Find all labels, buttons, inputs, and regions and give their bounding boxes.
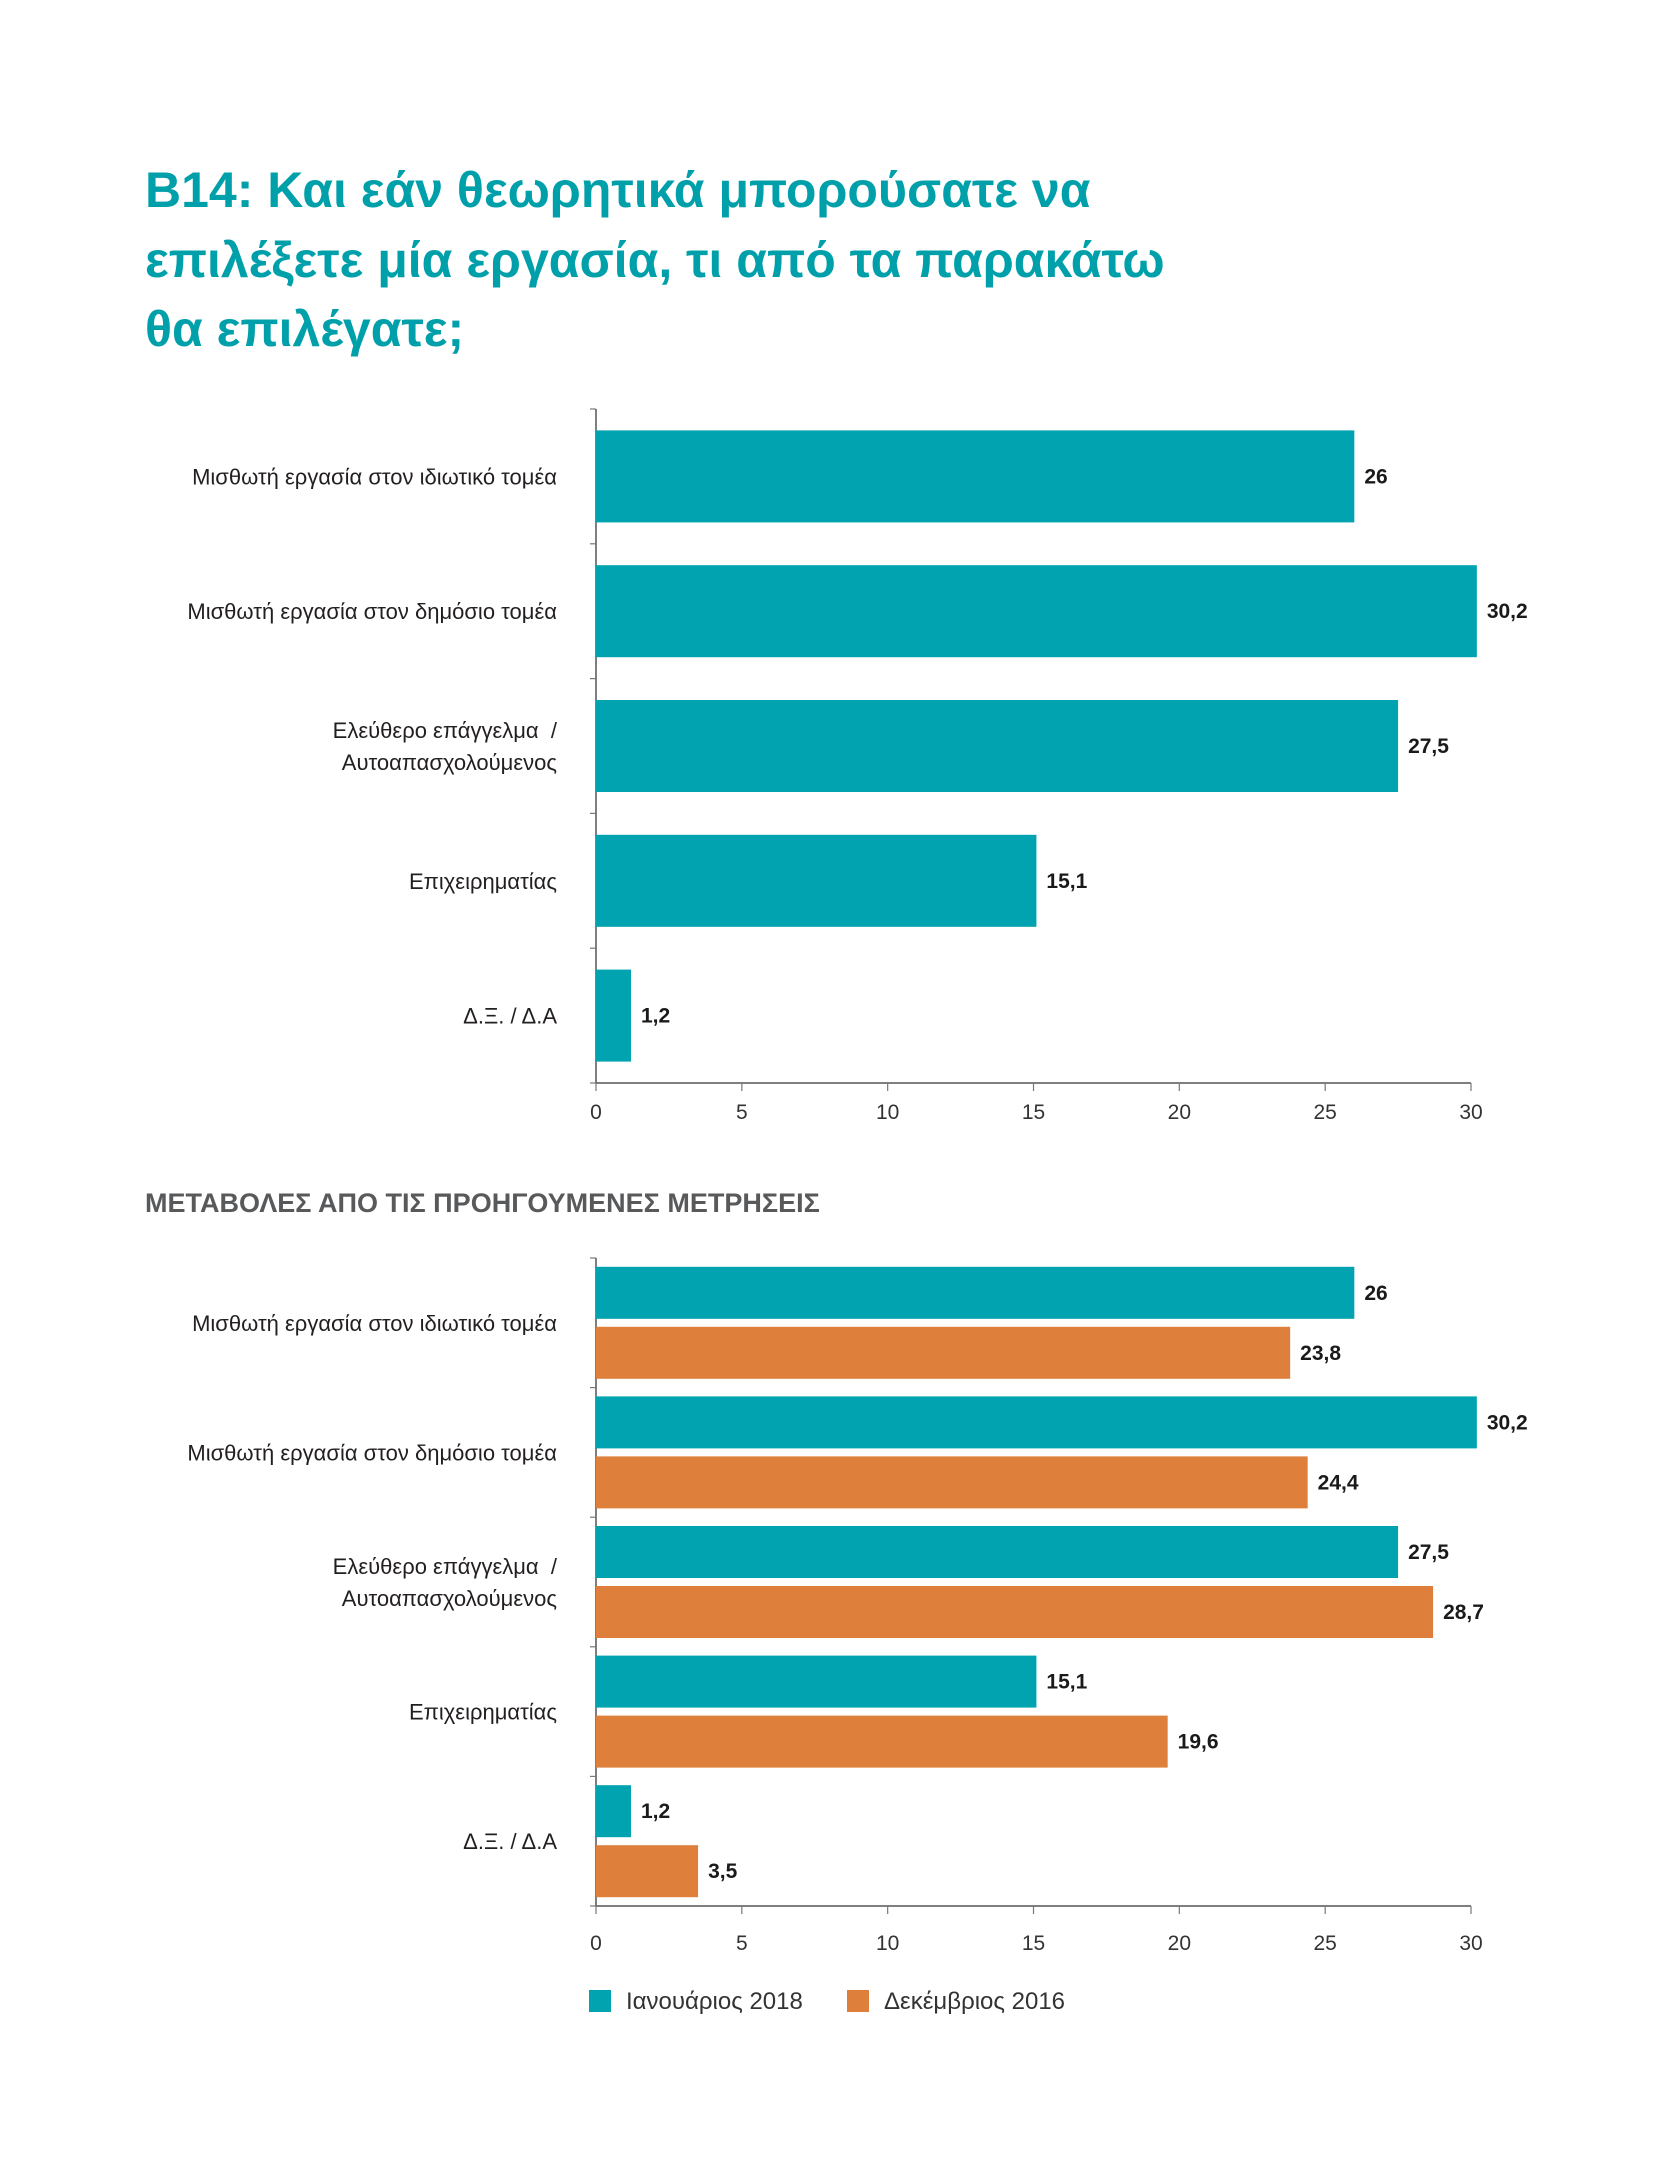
category-label-line: Μισθωτή εργασία στον ιδιωτικό τομέα: [192, 464, 557, 489]
category-label: Επιχειρηματίας: [409, 869, 557, 894]
category-label: Μισθωτή εργασία στον ιδιωτικό τομέα: [192, 464, 557, 489]
legend-swatch: [847, 1990, 869, 2012]
category-label-line: Δ.Ξ. / Δ.Α: [463, 1829, 557, 1854]
bar-series-0: [596, 1785, 631, 1838]
x-tick-label: 15: [1022, 1932, 1045, 1955]
category-label: Μισθωτή εργασία στον ιδιωτικό τομέα: [192, 1311, 557, 1336]
x-tick-label: 0: [590, 1932, 602, 1955]
comparison-chart-title: ΜΕΤΑΒΟΛΕΣ ΑΠΟ ΤΙΣ ΠΡΟΗΓΟΥΜΕΝΕΣ ΜΕΤΡΗΣΕΙΣ: [145, 1188, 820, 1218]
x-tick-label: 30: [1459, 1932, 1482, 1955]
x-tick-label: 25: [1313, 1101, 1336, 1124]
x-tick-label: 20: [1168, 1101, 1191, 1124]
x-tick-label: 30: [1459, 1101, 1482, 1124]
heading-line: B14: Και εάν θεωρητικά μπορούσατε να: [145, 162, 1091, 218]
category-label: Μισθωτή εργασία στον δημόσιο τομέα: [187, 599, 557, 624]
category-label-line: Ελεύθερο επάγγελμα /: [333, 1554, 558, 1579]
category-label-line: Επιχειρηματίας: [409, 1700, 557, 1725]
bar-series-1: [596, 1326, 1291, 1379]
category-label-line: Μισθωτή εργασία στον δημόσιο τομέα: [187, 1440, 557, 1465]
category-label: Επιχειρηματίας: [409, 1700, 557, 1725]
page-heading: B14: Και εάν θεωρητικά μπορούσατε να επι…: [145, 162, 1165, 357]
data-label: 15,1: [1046, 870, 1087, 893]
category-label-line: Ελεύθερο επάγγελμα /: [333, 718, 558, 743]
data-label: 26: [1364, 465, 1387, 488]
bar-series-0: [596, 1266, 1355, 1319]
legend-label: Ιανουάριος 2018: [626, 1988, 803, 2015]
bar-series-0: [596, 1526, 1399, 1578]
category-label: Ελεύθερο επάγγελμα / Αυτοαπασχολούμενος: [333, 1554, 558, 1611]
x-tick-label: 0: [590, 1101, 602, 1124]
data-label: 30,2: [1487, 600, 1528, 623]
data-label: 23,8: [1300, 1342, 1341, 1365]
bar-series-0: [596, 565, 1477, 658]
x-tick-label: 5: [736, 1932, 748, 1955]
data-label: 30,2: [1487, 1411, 1528, 1434]
category-label-line: Μισθωτή εργασία στον ιδιωτικό τομέα: [192, 1311, 557, 1336]
bar-series-0: [596, 834, 1037, 927]
data-label: 3,5: [708, 1860, 738, 1883]
bar-series-0: [596, 700, 1399, 792]
chart-comparison: 0 5 10 15 20 25 30 Μισθωτή εργασία στον ιδιωτικ…: [187, 1257, 1528, 2015]
data-label: 1,2: [641, 1005, 670, 1028]
x-tick-label: 10: [876, 1101, 899, 1124]
category-label-line: Επιχειρηματίας: [409, 869, 557, 894]
category-label: Μισθωτή εργασία στον δημόσιο τομέα: [187, 1440, 557, 1465]
bar-series-1: [596, 1586, 1434, 1638]
data-label: 19,6: [1178, 1731, 1219, 1754]
bar-series-0: [596, 969, 631, 1062]
data-label: 24,4: [1318, 1471, 1359, 1494]
category-label-line: Μισθωτή εργασία στον δημόσιο τομέα: [187, 599, 557, 624]
heading-line: θα επιλέγατε;: [145, 301, 464, 357]
chart-current-results: 0 5 10 15 20 25 30 Μισθωτή εργασία στον ιδιωτικ…: [187, 408, 1528, 1124]
data-label: 1,2: [641, 1800, 670, 1823]
category-label-line: Αυτοαπασχολούμενος: [342, 750, 557, 775]
x-tick-label: 10: [876, 1932, 899, 1955]
legend-label: Δεκέμβριος 2016: [884, 1988, 1065, 2015]
x-tick-label: 25: [1313, 1932, 1336, 1955]
data-label: 15,1: [1046, 1671, 1087, 1694]
category-label: Δ.Ξ. / Δ.Α: [463, 1829, 557, 1854]
x-tick-label: 5: [736, 1101, 748, 1124]
heading-line: επιλέξετε μία εργασία, τι από τα παρακάτ…: [145, 232, 1165, 288]
bar-series-1: [596, 1715, 1168, 1768]
bar-series-1: [596, 1456, 1308, 1509]
bar-series-1: [596, 1845, 699, 1898]
bar-series-0: [596, 1396, 1477, 1449]
data-label: 28,7: [1443, 1601, 1484, 1624]
data-label: 27,5: [1408, 735, 1449, 758]
bar-series-0: [596, 1655, 1037, 1708]
x-tick-label: 15: [1022, 1101, 1045, 1124]
category-label: Δ.Ξ. / Δ.Α: [463, 1004, 557, 1029]
data-label: 27,5: [1408, 1541, 1449, 1564]
category-label: Ελεύθερο επάγγελμα / Αυτοαπασχολούμενος: [333, 718, 558, 775]
bar-series-0: [596, 430, 1355, 523]
category-label-line: Δ.Ξ. / Δ.Α: [463, 1004, 557, 1029]
category-label-line: Αυτοαπασχολούμενος: [342, 1586, 557, 1611]
data-label: 26: [1364, 1282, 1387, 1305]
x-tick-label: 20: [1168, 1932, 1191, 1955]
legend-swatch: [589, 1990, 611, 2012]
